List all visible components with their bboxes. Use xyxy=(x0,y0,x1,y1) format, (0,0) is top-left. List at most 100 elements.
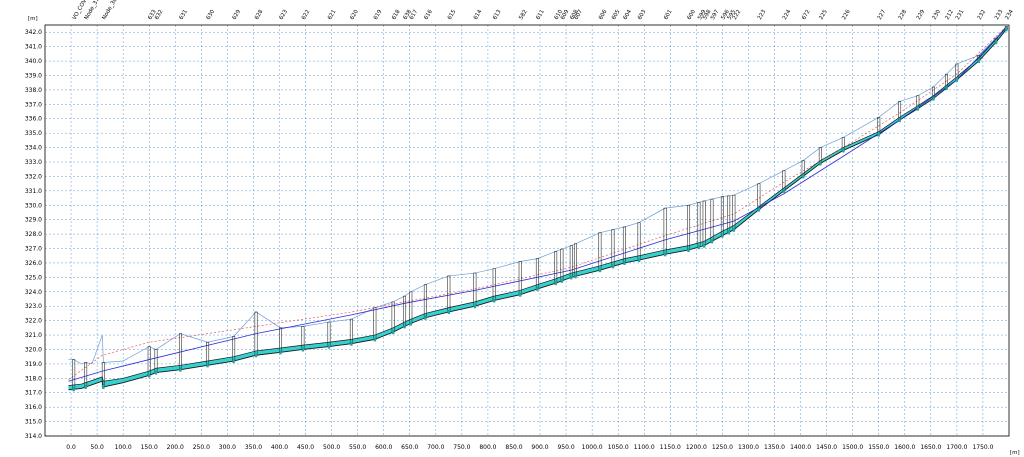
x-tick-label: 250.0 xyxy=(193,444,210,451)
manhole-base xyxy=(554,281,557,286)
x-tick-label: 750.0 xyxy=(453,444,470,451)
node-label: 623 xyxy=(279,8,290,21)
y-tick-label: 333.0 xyxy=(25,159,42,166)
x-tick-label: 50.0 xyxy=(90,444,104,451)
y-tick-label: 319.0 xyxy=(25,361,42,368)
x-tick-label: 1650.0 xyxy=(920,444,941,451)
x-tick-label: 950.0 xyxy=(557,444,574,451)
y-tick-label: 318.0 xyxy=(25,375,42,382)
node-label: 628 xyxy=(254,8,265,21)
manhole-base xyxy=(955,77,959,82)
node-label: 605 xyxy=(611,8,622,21)
manhole-base xyxy=(72,387,75,392)
node-label: 621 xyxy=(327,9,337,21)
node-label: 598 xyxy=(702,8,713,21)
y-tick-label: 342.0 xyxy=(25,29,42,36)
y-tick-label: 339.0 xyxy=(25,72,42,79)
manhole-base xyxy=(232,359,235,364)
node-label: 222 xyxy=(732,9,742,21)
node-label: 622 xyxy=(301,9,311,21)
manhole-base xyxy=(782,188,786,193)
node-label: 603 xyxy=(637,8,648,21)
x-tick-label: 1200.0 xyxy=(686,444,707,451)
y-tick-label: 338.0 xyxy=(25,87,42,94)
x-tick-label: 400.0 xyxy=(271,444,288,451)
y-tick-label: 327.0 xyxy=(25,246,42,253)
manholes xyxy=(72,26,1008,392)
manhole-base xyxy=(663,252,667,257)
manhole-base xyxy=(206,363,209,368)
y-tick-label: 340.0 xyxy=(25,58,42,65)
node-label: 234 xyxy=(1004,8,1015,21)
manhole-base xyxy=(519,292,522,297)
node-label: 225 xyxy=(818,8,829,21)
node-label: 600 xyxy=(687,8,698,21)
node-label: 620 xyxy=(349,8,360,21)
x-tick-label: 1350.0 xyxy=(764,444,785,451)
x-tick-label: 0.0 xyxy=(66,444,76,451)
node-label: 212 xyxy=(945,9,955,21)
manhole-base xyxy=(403,324,406,329)
node-label: 596 xyxy=(720,8,731,21)
manhole-base xyxy=(492,298,496,303)
x-tick-label: 450.0 xyxy=(297,444,314,451)
y-tick-label: 320.0 xyxy=(25,346,42,353)
y-tick-label: 331.0 xyxy=(25,188,42,195)
node-label: 614 xyxy=(473,8,484,21)
x-tick-label: 150.0 xyxy=(141,444,158,451)
x-tick-label: 350.0 xyxy=(245,444,262,451)
x-tick-label: 550.0 xyxy=(349,444,366,451)
node-label: 232 xyxy=(977,9,987,21)
manhole-base xyxy=(710,239,714,244)
manhole-base xyxy=(945,86,948,91)
manhole-base xyxy=(447,309,451,314)
x-tick-label: 1100.0 xyxy=(634,444,655,451)
node-label: 604 xyxy=(622,8,633,21)
manhole-base xyxy=(994,40,998,45)
x-axis-unit-label: [m] xyxy=(1010,450,1020,456)
x-axis-ticks: 0.0 50.0 100.0 150.0 200.0 250.0 300.0 350.0 400… xyxy=(66,444,993,451)
manhole-base xyxy=(732,227,736,232)
y-tick-label: 316.0 xyxy=(25,404,42,411)
manhole-base xyxy=(84,384,87,389)
manhole-base xyxy=(327,344,331,349)
node-label: 223 xyxy=(757,8,768,21)
y-tick-label: 314.0 xyxy=(25,433,42,440)
node-label: 607 xyxy=(573,8,584,21)
node-label: 599 xyxy=(697,8,708,21)
manhole-base xyxy=(623,260,626,265)
node-label: 230 xyxy=(931,8,942,21)
node-label: 617 xyxy=(409,8,420,21)
node-label: 615 xyxy=(447,8,458,21)
y-tick-label: 337.0 xyxy=(25,101,42,108)
y-tick-label: 317.0 xyxy=(25,390,42,397)
x-tick-label: 800.0 xyxy=(479,444,496,451)
grid xyxy=(45,25,1009,437)
manhole-base xyxy=(391,330,395,335)
node-label: 597 xyxy=(710,8,721,21)
manhole-base xyxy=(473,304,477,309)
node-label: 672 xyxy=(801,9,811,21)
manhole-base xyxy=(697,245,701,250)
manhole-base xyxy=(916,106,920,111)
node-label: 226 xyxy=(841,8,852,21)
plot-frame xyxy=(44,24,1010,437)
node-label: 582 xyxy=(518,9,528,21)
x-tick-label: 650.0 xyxy=(401,444,418,451)
y-tick-label: 336.0 xyxy=(25,116,42,123)
node-label: 228 xyxy=(898,8,909,21)
node-label: 601 xyxy=(663,9,673,21)
manhole-base xyxy=(102,384,105,389)
manhole-base xyxy=(721,233,724,238)
crown-line xyxy=(68,26,1007,386)
manhole-base xyxy=(179,367,182,372)
node-label: 229 xyxy=(916,8,927,21)
node-label: 619 xyxy=(373,8,384,21)
y-tick-label: 328.0 xyxy=(25,231,42,238)
manhole-base xyxy=(702,243,706,248)
y-tick-label: 341.0 xyxy=(25,44,42,51)
manhole-base xyxy=(977,59,980,64)
manhole-base xyxy=(932,96,935,101)
node-label: 608 xyxy=(569,8,580,21)
